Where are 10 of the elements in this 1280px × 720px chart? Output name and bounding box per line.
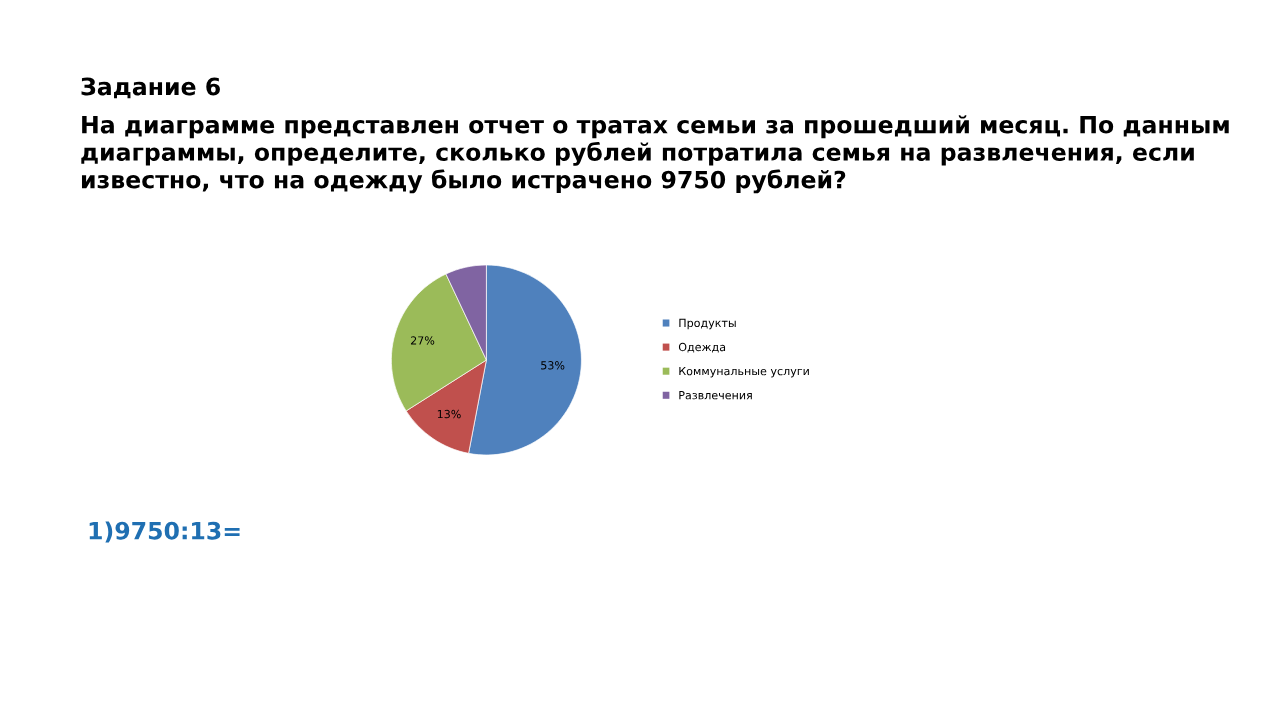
legend-label: Коммунальные услуги [679, 367, 809, 378]
data-label: 13% [437, 409, 461, 419]
data-label: 27% [410, 336, 435, 345]
data-label: 53% [541, 361, 565, 370]
text: Задание 6 [81, 77, 220, 99]
chart-subtitle: На диаграмме представлен отчет о тратах семьи за прошедший месяц. По данным диаграммы, определите, сколько рублей потратила семья на развлечения, если известно, что на одежду было истрачено 9750 рублей? [81, 115, 1229, 194]
text: 1)9750:13= [89, 521, 240, 543]
legend-label: Одежда [678, 342, 726, 353]
legend-label: Развлечения [679, 391, 752, 400]
legend-label: Продукты [679, 318, 736, 330]
